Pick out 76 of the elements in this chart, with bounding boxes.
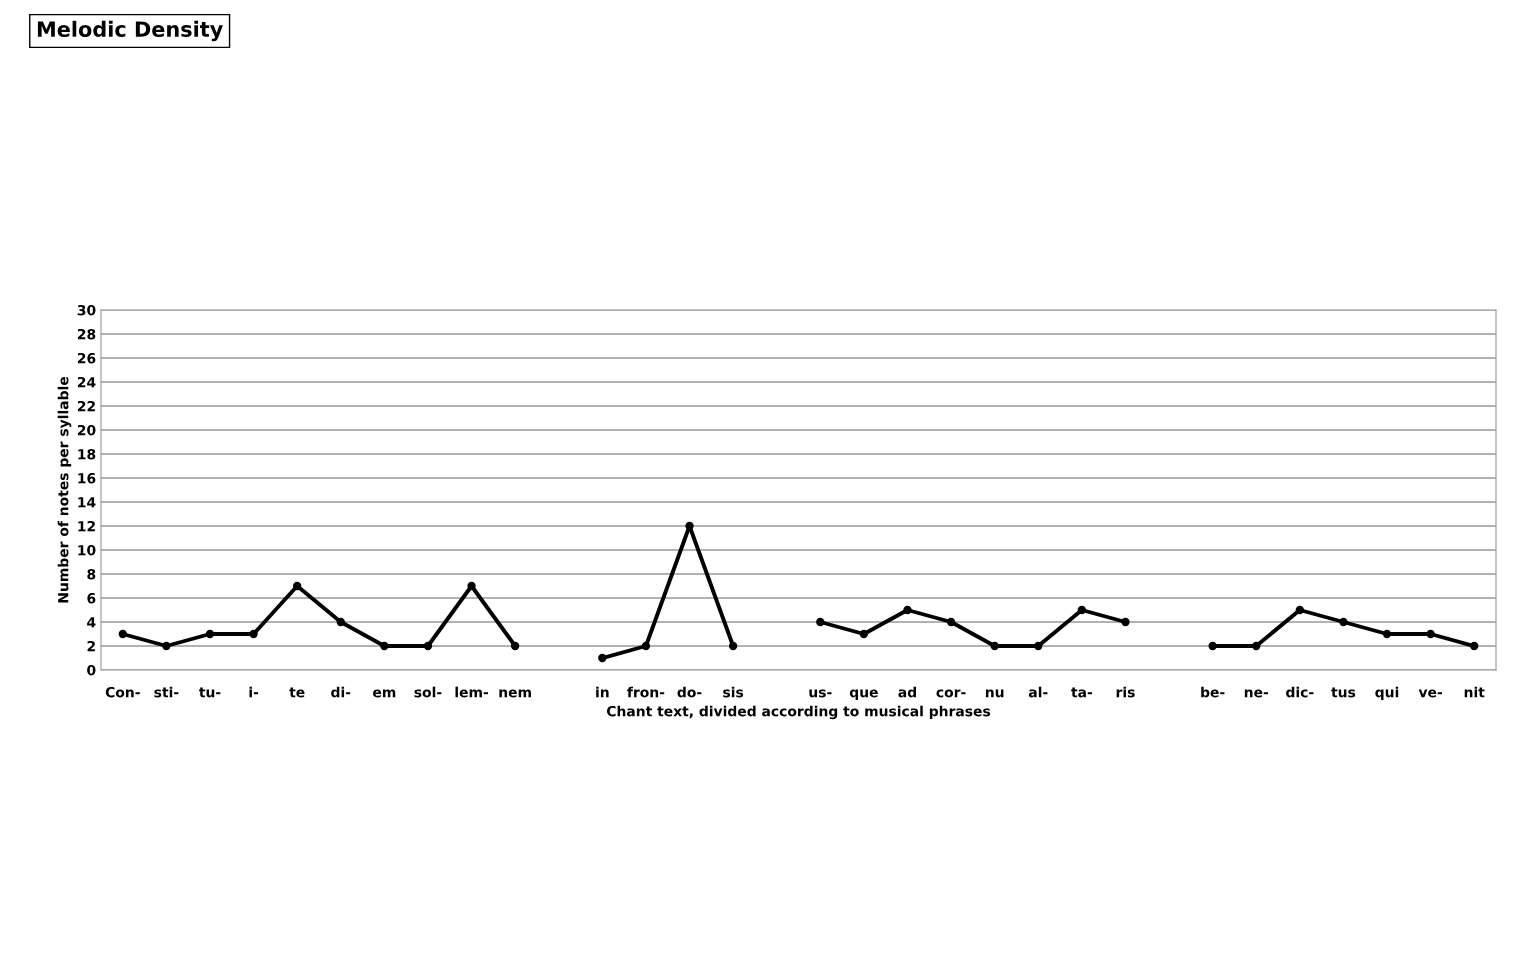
x-tick-label: nu (985, 689, 1004, 698)
point (467, 581, 476, 591)
x-tick-label: qui (1375, 686, 1399, 701)
x-tick-label: sol- (414, 686, 442, 698)
point (1382, 629, 1392, 639)
x-tick-label: em (373, 689, 396, 698)
x-tick-label: Con- (105, 686, 140, 698)
y-tick-label: 14 (78, 497, 96, 508)
point (249, 629, 258, 639)
point (205, 629, 215, 639)
x-tick-label: sis (723, 686, 744, 698)
y-tick-label: 30 (77, 304, 96, 316)
y-tick-label: 8 (87, 568, 96, 580)
y-tick-label: 6 (87, 592, 96, 604)
y-tick-label: 2 (87, 640, 95, 652)
point (816, 617, 825, 627)
y-tick-label: 4 (87, 617, 96, 628)
x-axis-title: Chant text, divided according to musical phrases (606, 705, 991, 720)
point (336, 617, 345, 627)
x-tick-label: i- (249, 686, 259, 698)
x-tick-label: al- (1028, 686, 1048, 698)
point (728, 641, 738, 651)
point (903, 605, 912, 615)
x-tick-label: tus (1331, 687, 1356, 698)
x-tick-label: sti- (154, 686, 179, 698)
x-tick-label: be- (1201, 686, 1225, 698)
x-tick-label: in (596, 686, 609, 698)
x-tick-label: lem- (455, 686, 488, 698)
point (423, 641, 433, 651)
x-tick-label: ta- (1071, 687, 1092, 698)
point (1034, 641, 1043, 651)
y-tick-label: 18 (78, 448, 96, 460)
x-tick-label: nit (1464, 686, 1485, 698)
x-tick-label: nem (499, 689, 531, 698)
point (1295, 605, 1304, 615)
y-tick-label: 28 (77, 328, 96, 340)
x-tick-label: us- (809, 689, 832, 698)
x-tick-label: ve- (1418, 689, 1442, 698)
point (380, 641, 389, 651)
point (946, 617, 956, 627)
point (1470, 641, 1479, 651)
x-tick-label: ad (898, 686, 916, 698)
point (510, 641, 520, 651)
point (859, 629, 869, 639)
y-tick-label: 26 (77, 352, 96, 364)
y-tick-label: 12 (78, 520, 95, 532)
point (1121, 617, 1130, 627)
point (598, 653, 607, 663)
y-axis-title: Number of notes per syllable (57, 376, 72, 603)
x-tick-label: ris (1116, 686, 1135, 698)
x-tick-label: que (849, 689, 878, 701)
y-tick-label: 20 (77, 424, 96, 436)
point (1208, 641, 1217, 651)
y-tick-label: 10 (78, 544, 96, 556)
chart-title: Melodic Density (37, 20, 223, 42)
point (1077, 605, 1087, 615)
x-tick-label: do- (677, 686, 702, 698)
x-tick-label: ne- (1244, 689, 1269, 698)
x-tick-label: cor- (936, 689, 966, 698)
y-tick-label: 0 (87, 664, 96, 676)
x-tick-label: di- (331, 686, 351, 698)
point (1252, 641, 1261, 651)
point (641, 641, 651, 651)
point (293, 581, 302, 591)
y-tick-label: 22 (77, 400, 95, 412)
x-tick-label: fron- (627, 686, 665, 698)
x-tick-label: dic- (1286, 686, 1314, 698)
point (162, 641, 171, 651)
point (1426, 629, 1435, 639)
point (118, 629, 127, 639)
y-tick-label: 24 (77, 376, 96, 388)
x-tick-label: tu- (199, 687, 221, 698)
point (990, 641, 999, 651)
x-tick-label: te (289, 687, 305, 698)
y-tick-label: 16 (78, 472, 96, 484)
point (1339, 617, 1348, 627)
